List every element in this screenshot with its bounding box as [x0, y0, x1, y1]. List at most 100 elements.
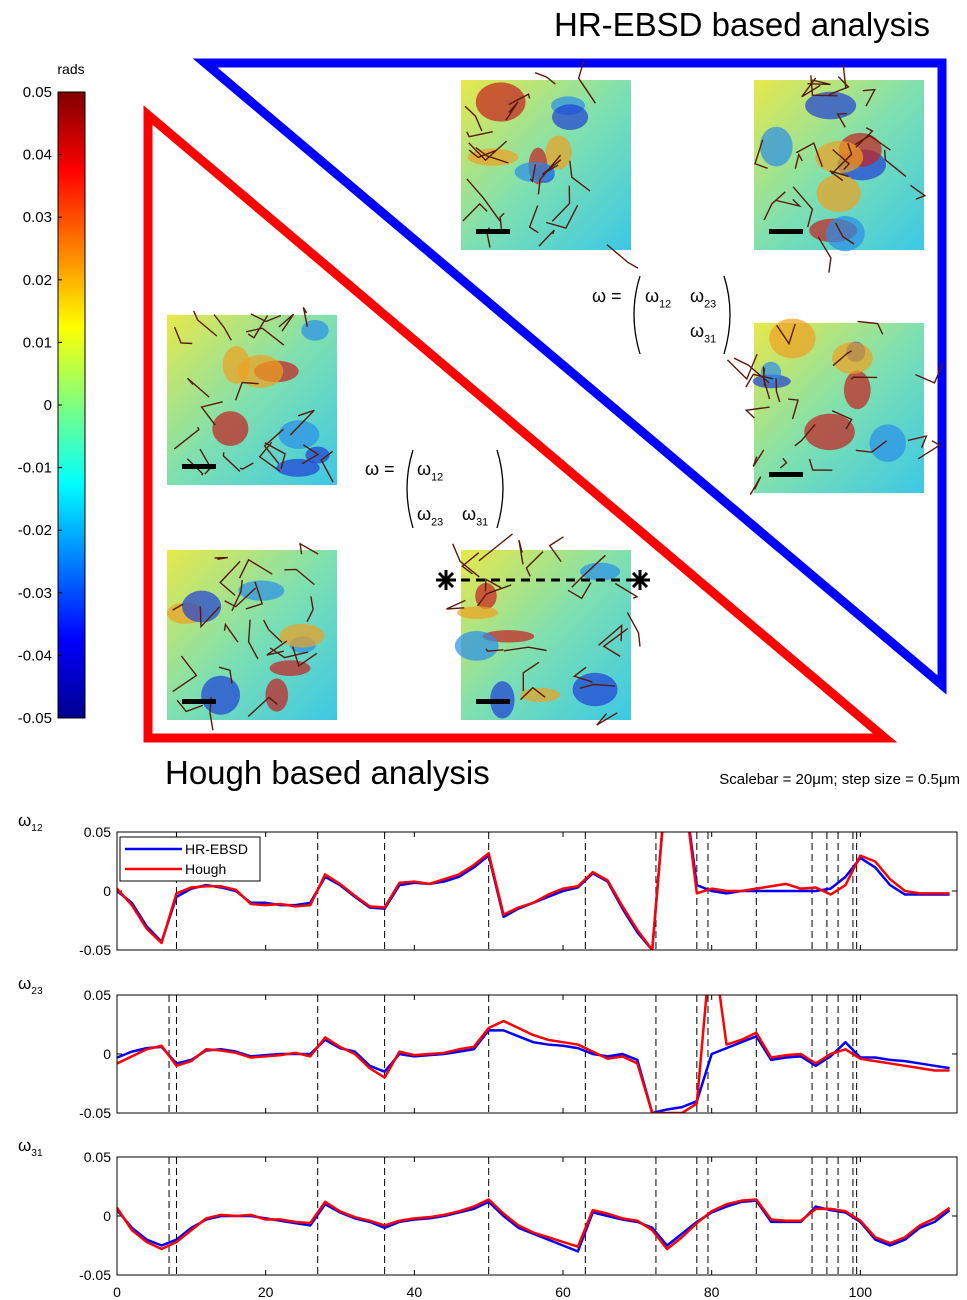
hr-matrix: ω = ω12 ω23 ω31	[592, 275, 731, 355]
map-blob	[580, 562, 621, 581]
map-blob	[843, 370, 871, 410]
y-tick-label: 0	[103, 1046, 111, 1062]
strain-map	[446, 533, 641, 726]
y-tick-label: 0.05	[84, 824, 111, 840]
asterisk	[630, 570, 650, 590]
subscript: 31	[476, 516, 488, 528]
map-blob	[276, 458, 320, 477]
map-blob	[805, 91, 857, 120]
colorbar-tick-label: -0.01	[18, 460, 52, 477]
y-tick-label: -0.05	[79, 1267, 111, 1283]
subscript: 23	[704, 298, 716, 310]
colorbar-tick-label: 0.03	[23, 209, 52, 226]
y-axis-label: ω23	[18, 974, 43, 997]
y-tick-label: 0	[103, 1208, 111, 1224]
x-tick-label: 20	[258, 1284, 274, 1300]
map-blob	[545, 135, 572, 170]
strain-map	[167, 542, 337, 731]
grain-boundaries	[754, 64, 927, 273]
colorbar-tick-label: 0.05	[23, 84, 52, 101]
map-blob	[182, 590, 222, 623]
legend-box	[119, 836, 261, 882]
scalebar-note: Scalebar = 20μm; step size = 0.5μm	[719, 771, 960, 788]
map-blob	[869, 424, 907, 462]
y-axis-label: ω12	[18, 811, 43, 834]
scalebar	[769, 229, 803, 234]
subscript: 31	[704, 333, 716, 345]
y-tick-label: 0.05	[84, 987, 111, 1003]
map-blob	[301, 319, 329, 341]
subscript: 12	[31, 823, 43, 834]
colorbar-tick-label: 0	[44, 397, 52, 414]
strain-map	[754, 64, 927, 273]
map-blob	[769, 318, 816, 359]
plot-frame	[116, 831, 958, 951]
scalebar	[476, 229, 510, 234]
hough-title: Hough based analysis	[165, 754, 490, 791]
subscript: 12	[431, 471, 443, 483]
y-tick-label: 0.05	[84, 1149, 111, 1165]
symbol: ω	[18, 1136, 31, 1155]
x-tick-label: 100	[849, 1284, 873, 1300]
colorbar-tick-label: 0.01	[23, 334, 52, 351]
plot-frame	[116, 994, 958, 1114]
legend-label: Hough	[185, 861, 226, 877]
map-blob	[265, 678, 289, 712]
subscript: 12	[659, 298, 671, 310]
grain-boundaries	[726, 320, 944, 495]
matrix-entry: ω23	[417, 504, 443, 528]
map-blob	[212, 411, 249, 446]
symbol: ω	[462, 504, 476, 524]
matrix-lhs: ω =	[365, 459, 395, 479]
line-chart: ω23 -0.05 0 0.05	[18, 974, 958, 1121]
charts: ω12-0.0500.05HR-EBSDHoughω23-0.0500.05ω3…	[18, 811, 958, 1300]
map-blob	[457, 606, 499, 619]
colorbar-tick-label: 0.04	[23, 147, 52, 164]
hr-title: HR-EBSD based analysis	[554, 6, 930, 43]
colorbar-label: rads	[57, 61, 84, 77]
subscript: 23	[431, 516, 443, 528]
symbol: ω	[645, 286, 659, 306]
series-line	[117, 1029, 950, 1113]
profile-marker	[436, 570, 650, 590]
map-blob	[815, 141, 864, 174]
paren	[633, 275, 731, 355]
map-blob	[278, 420, 320, 449]
legend-label: HR-EBSD	[185, 841, 248, 857]
matrix-entry: ω23	[690, 286, 716, 310]
scalebar	[476, 699, 510, 704]
hr-triangle	[192, 58, 947, 695]
hough-triangle	[143, 105, 898, 743]
subscript: 31	[31, 1148, 43, 1159]
colorbar-tick-label: -0.04	[18, 647, 52, 664]
symbol: ω	[18, 974, 31, 993]
x-tick-label: 0	[113, 1284, 121, 1300]
scalebar	[769, 472, 803, 477]
colorbar-tick-label: -0.05	[18, 710, 52, 727]
y-tick-label: -0.05	[79, 1105, 111, 1121]
series-line	[117, 832, 950, 950]
x-tick-label: 80	[704, 1284, 720, 1300]
map-blob	[816, 174, 861, 213]
colorbar-tick-label: 0.02	[23, 272, 52, 289]
scalebar	[182, 464, 216, 469]
y-tick-label: 0	[103, 883, 111, 899]
grain-boundaries	[172, 542, 319, 731]
series-line	[117, 1198, 951, 1251]
matrix-entry: ω31	[690, 321, 716, 345]
colorbar-tick-label: -0.03	[18, 585, 52, 602]
map-blob	[201, 675, 241, 715]
asterisk	[436, 570, 456, 590]
map-blob	[475, 82, 526, 122]
symbol: ω	[417, 459, 431, 479]
strain-map	[726, 318, 944, 495]
strain-map	[461, 61, 639, 269]
x-tick-label: 40	[407, 1284, 423, 1300]
matrix-lhs: ω =	[592, 286, 622, 306]
symbol: ω	[18, 811, 31, 830]
y-axis-label: ω31	[18, 1136, 43, 1159]
series-line	[117, 995, 950, 1113]
map-blob	[832, 342, 873, 374]
